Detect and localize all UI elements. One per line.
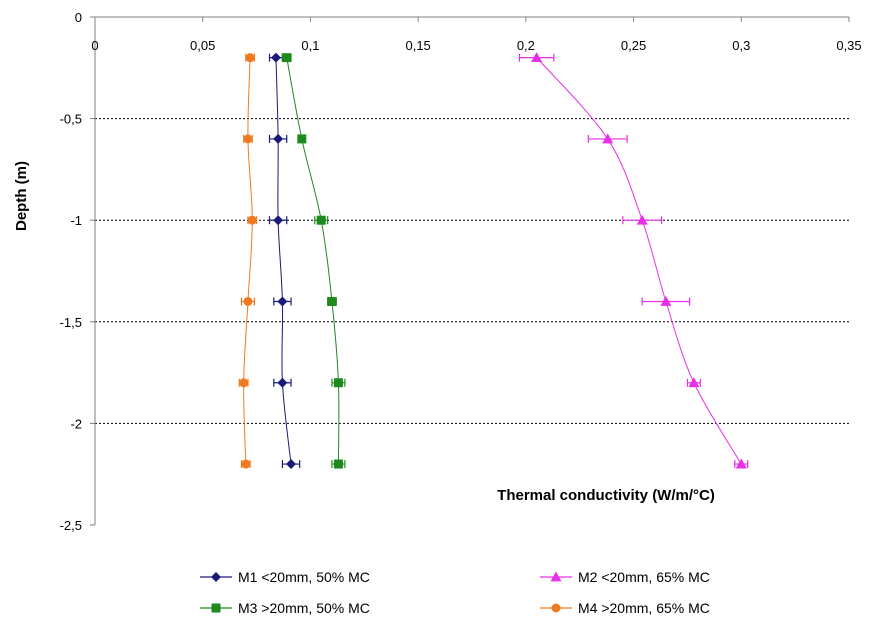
x-tick-label-3: 0,15	[405, 38, 430, 53]
series-3-point-3	[243, 296, 253, 306]
series-2-point-2	[316, 215, 326, 225]
x-tick-label-0: 0	[91, 38, 98, 53]
grid-layer	[95, 118, 849, 424]
x-tick-label-5: 0,25	[621, 38, 646, 53]
x-tick-label-7: 0,35	[836, 38, 861, 53]
series-0	[268, 52, 301, 470]
series-0-point-0	[270, 52, 281, 63]
x-tick-label-1: 0,05	[190, 38, 215, 53]
series-2-point-0	[282, 53, 292, 63]
series-0-point-5	[286, 459, 297, 470]
series-1-point-3	[660, 295, 672, 306]
y-axis-label: Depth (m)	[13, 161, 30, 231]
x-tick-label-4: 0,2	[517, 38, 535, 53]
legend-swatch-marker-0	[211, 572, 221, 582]
series-0-point-1	[273, 133, 284, 144]
series-3-point-5	[241, 459, 251, 469]
legend-swatch-marker-2	[211, 603, 221, 613]
series-3-point-1	[243, 134, 253, 144]
series-3-point-0	[245, 53, 255, 63]
legend-item-2: M3 >20mm, 50% MC	[200, 600, 370, 616]
legend-item-3: M4 >20mm, 65% MC	[540, 600, 710, 616]
series-0-point-4	[277, 377, 288, 388]
series-1-point-1	[602, 133, 614, 144]
y-tick-label-0: 0	[75, 10, 82, 25]
x-axis-label: Thermal conductivity (W/m/°C)	[497, 487, 715, 504]
series-2-point-1	[297, 134, 307, 144]
series-0-line	[275, 57, 292, 465]
series-3-point-2	[247, 215, 257, 225]
legend-swatch-marker-3	[551, 603, 561, 613]
legend-label-1: M2 <20mm, 65% MC	[578, 569, 710, 585]
series-3	[238, 53, 258, 469]
y-tick-label-4: -2	[70, 416, 82, 431]
series-1	[518, 52, 749, 469]
series-3-point-4	[239, 378, 249, 388]
series-2-line	[286, 57, 340, 465]
series-3-line	[243, 57, 253, 465]
series-1-point-2	[636, 214, 648, 225]
legend: M1 <20mm, 50% MC M2 <20mm, 65% MC M3 >20mm…	[200, 569, 710, 616]
series-1-point-0	[531, 52, 543, 63]
series-1-line	[536, 57, 742, 465]
series-0-point-3	[277, 296, 288, 307]
legend-item-1: M2 <20mm, 65% MC	[540, 569, 710, 585]
legend-item-0: M1 <20mm, 50% MC	[200, 569, 370, 585]
y-tick-label-2: -1	[70, 213, 82, 228]
series-2-point-3	[327, 296, 337, 306]
labels-layer: Thermal conductivity (W/m/°C) Depth (m)	[13, 161, 715, 504]
series-layer	[238, 52, 749, 470]
y-tick-label-3: -1,5	[60, 315, 82, 330]
series-2	[281, 53, 346, 469]
y-tick-label-1: -0,5	[60, 112, 82, 127]
y-tick-label-5: -2,5	[60, 518, 82, 533]
series-1-point-4	[688, 377, 700, 388]
legend-swatch-marker-1	[550, 571, 562, 582]
x-tick-label-2: 0,1	[301, 38, 319, 53]
series-0-point-2	[273, 215, 284, 226]
series-1-point-5	[735, 458, 747, 469]
series-2-point-4	[333, 378, 343, 388]
x-tick-label-6: 0,3	[732, 38, 750, 53]
legend-label-3: M4 >20mm, 65% MC	[578, 600, 710, 616]
legend-label-0: M1 <20mm, 50% MC	[238, 569, 370, 585]
series-2-point-5	[333, 459, 343, 469]
axes-layer: 0 0,05 0,1 0,15 0,2 0,25 0,3 0,35 0 -0,5 -1 -1,5 -2 -…	[60, 10, 862, 533]
legend-label-2: M3 >20mm, 50% MC	[238, 600, 370, 616]
